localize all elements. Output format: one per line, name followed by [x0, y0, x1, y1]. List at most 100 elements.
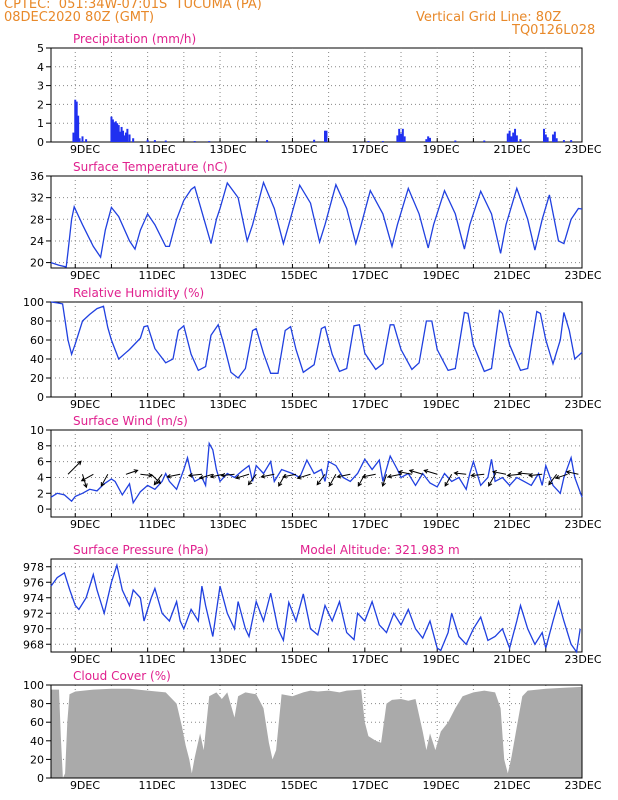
wind-frame [50, 429, 583, 518]
precip-bar [403, 136, 406, 142]
precip-ytick-label: 3 [37, 80, 44, 93]
precip-bar [570, 140, 573, 142]
precip-bar [122, 130, 125, 142]
pres-ytick-label: 974 [23, 592, 44, 605]
precip-xtick-label: 21DEC [493, 143, 530, 156]
wind-arrow [470, 472, 485, 478]
precip-bar [266, 140, 269, 142]
wind-arrow [234, 473, 250, 480]
wind-arrow [381, 474, 388, 487]
temp-ytick-label: 28 [30, 213, 44, 226]
wind-xtick-label: 13DEC [209, 518, 246, 531]
precip-bar [512, 132, 515, 142]
rh-ytick-label: 80 [30, 315, 44, 328]
temp-ytick-label: 20 [30, 257, 44, 270]
cloud-frame-top [50, 684, 583, 779]
rh-series-line [50, 301, 583, 379]
rh-ytick-label: 60 [30, 334, 44, 347]
rh-frame [50, 301, 583, 398]
rh-xtick-label: 9DEC [70, 398, 100, 411]
cloud-ytick-label: 100 [23, 679, 44, 692]
wind-arrow [386, 473, 402, 479]
precip-bar [519, 139, 522, 142]
precip-bar [542, 128, 545, 142]
wind-arrow [423, 469, 438, 475]
cloud-xtick-label: 21DEC [493, 779, 530, 792]
rh-xtick-label: 11DEC [138, 398, 175, 411]
wind-arrow [166, 473, 181, 479]
cloud-panel [46, 684, 583, 779]
cloud-area [51, 686, 582, 778]
precip-bar [514, 128, 517, 142]
precip-bar [110, 116, 113, 142]
wind-panel [46, 429, 583, 518]
pres-xtick-label: 9DEC [70, 653, 100, 666]
precip-bar [325, 130, 328, 142]
pres-frame [50, 558, 583, 653]
wind-arrow [548, 473, 558, 486]
wind-arrow [397, 470, 412, 475]
wind-arrow [100, 474, 109, 487]
precip-bar [483, 140, 486, 142]
precip-bar [367, 141, 370, 142]
temp-xtick-label: 9DEC [70, 269, 100, 282]
precip-bar [562, 140, 565, 142]
pres-xtick-label: 11DEC [138, 653, 175, 666]
rh-xtick-label: 13DEC [209, 398, 246, 411]
cloud-title: Cloud Cover (%) [73, 669, 171, 683]
temp-frame [50, 175, 583, 269]
pres-ytick-label: 970 [23, 623, 44, 636]
rh-xtick-label: 23DEC [564, 398, 601, 411]
wind-ytick-label: 8 [37, 440, 44, 453]
precip-bar [193, 141, 196, 142]
precip-bar [128, 134, 131, 142]
precip-ytick-label: 2 [37, 98, 44, 111]
precip-bar [124, 132, 127, 142]
cloud-xtick-label: 17DEC [351, 779, 388, 792]
precip-bar [515, 135, 518, 142]
grid-note: Vertical Grid Line: 80Z [416, 10, 562, 25]
wind-arrow [187, 472, 202, 478]
precip-ytick-label: 5 [37, 42, 44, 55]
temp-ytick-label: 24 [30, 235, 44, 248]
rh-ytick-label: 100 [23, 296, 44, 309]
wind-xtick-label: 17DEC [351, 518, 388, 531]
precip-bar [428, 137, 431, 142]
model-code: TQ0126L028 [512, 23, 596, 38]
wind-arrow [528, 472, 543, 478]
cloud-ytick-label: 0 [37, 772, 44, 785]
temp-ytick-label: 36 [30, 170, 44, 183]
rh-xtick-label: 19DEC [422, 398, 459, 411]
precip-bar [401, 128, 404, 142]
precip-bar [119, 131, 122, 142]
precip-bar [208, 141, 211, 142]
wind-xtick-label: 15DEC [280, 518, 317, 531]
precip-bar [123, 135, 126, 142]
wind-arrow [316, 473, 326, 486]
precip-ytick-label: 0 [37, 136, 44, 149]
temp-ytick-label: 32 [30, 192, 44, 205]
precip-bar [546, 137, 549, 142]
run-date: 08DEC2020 80Z (GMT) [4, 10, 155, 25]
precip-bar [132, 138, 135, 142]
pres-ytick-label: 976 [23, 576, 44, 589]
temp-xtick-label: 11DEC [138, 269, 175, 282]
precip-title: Precipitation (mm/h) [73, 32, 196, 46]
pres-xtick-label: 23DEC [564, 653, 601, 666]
precip-bar [396, 135, 399, 142]
temp-xtick-label: 15DEC [280, 269, 317, 282]
precip-bar [164, 140, 167, 142]
station-header: CPTEC: 051:34W-07:01S TUCUMA (PA) [4, 0, 262, 12]
precip-bar [381, 141, 384, 142]
precip-bar [72, 132, 75, 142]
temp-xtick-label: 21DEC [493, 269, 530, 282]
precip-bar [85, 139, 88, 142]
temp-series-line [50, 180, 583, 268]
rh-ytick-label: 20 [30, 372, 44, 385]
wind-ytick-label: 0 [37, 503, 44, 516]
precip-bar [508, 130, 511, 142]
wind-arrow [260, 473, 275, 479]
rh-ytick-label: 40 [30, 353, 44, 366]
wind-arrow [554, 473, 568, 480]
